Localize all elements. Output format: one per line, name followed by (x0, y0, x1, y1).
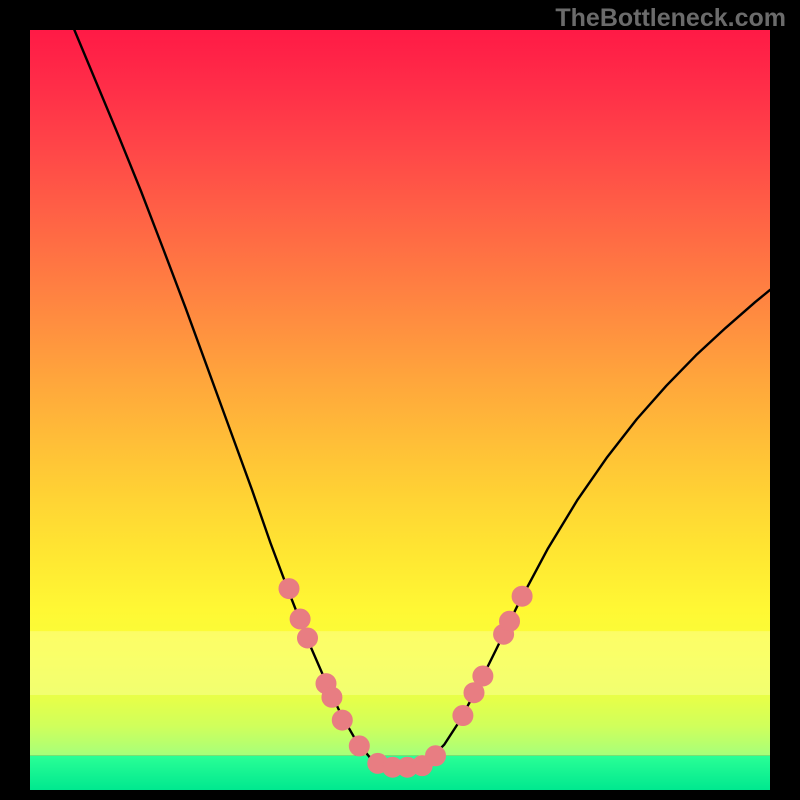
watermark-text: TheBottleneck.com (555, 4, 786, 33)
data-marker (322, 687, 342, 707)
data-marker (332, 710, 352, 730)
data-marker (290, 609, 310, 629)
data-marker (453, 706, 473, 726)
data-marker (500, 611, 520, 631)
data-marker (473, 666, 493, 686)
chart-root: TheBottleneck.com (0, 0, 800, 800)
data-marker (279, 579, 299, 599)
data-marker (426, 746, 446, 766)
bottleneck-curve-chart (30, 30, 770, 790)
data-marker (512, 586, 532, 606)
data-marker (349, 736, 369, 756)
data-marker (298, 628, 318, 648)
